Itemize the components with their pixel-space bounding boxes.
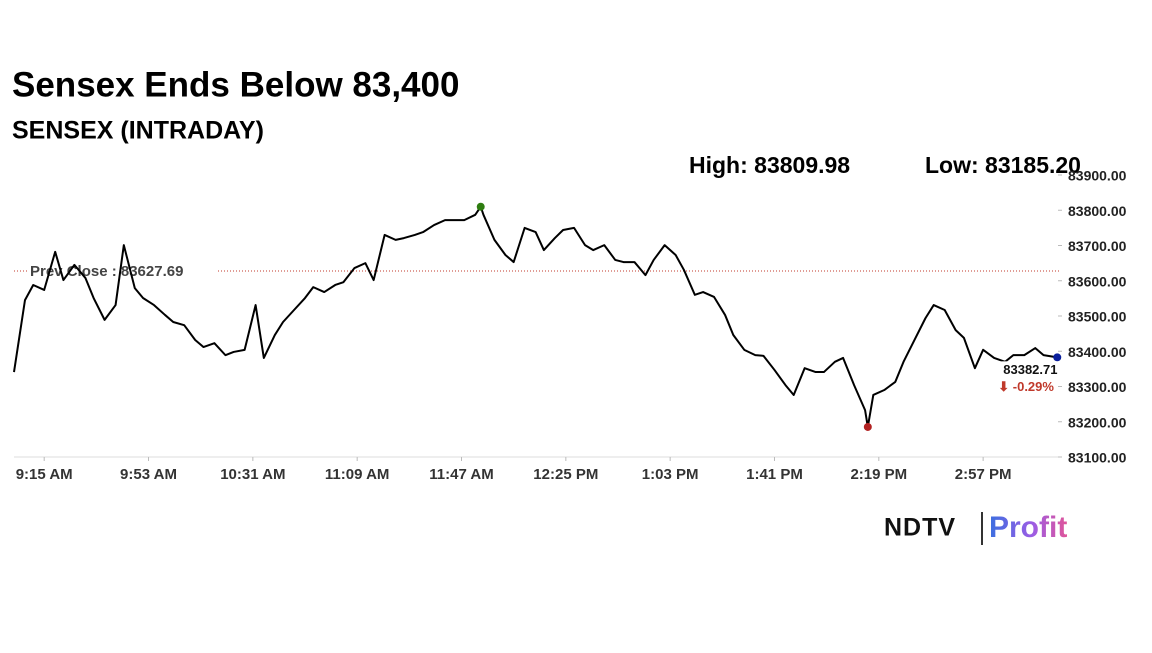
- last-marker: [1053, 353, 1062, 362]
- y-tick-label: 83300.00: [1068, 379, 1127, 395]
- x-tick-label: 12:25 PM: [533, 466, 598, 483]
- plot-area: 83100.00 83200.00 83300.00 83400.00 83500.00…: [13, 168, 1127, 483]
- y-tick-label: 83400.00: [1068, 344, 1127, 360]
- y-tick-label: 83800.00: [1068, 203, 1127, 219]
- x-tick-label: 1:03 PM: [642, 466, 699, 483]
- logo-product: Profit: [989, 511, 1067, 544]
- x-tick-label: 2:19 PM: [850, 466, 907, 483]
- x-tick-label: 11:09 AM: [325, 466, 389, 483]
- x-tick-label: 2:57 PM: [955, 466, 1012, 483]
- high-marker: [476, 202, 485, 211]
- x-tick-label: 1:41 PM: [746, 466, 803, 483]
- y-tick-label: 83700.00: [1068, 238, 1127, 254]
- x-tick-label: 9:53 AM: [120, 466, 177, 483]
- x-tick-label: 11:47 AM: [429, 466, 493, 483]
- y-tick-label: 83200.00: [1068, 414, 1127, 430]
- last-value-label: 83382.71: [1003, 362, 1057, 377]
- prev-close-label: Prev Close : 83627.69: [30, 263, 183, 280]
- last-label-bg: [1000, 361, 1063, 378]
- change-label: ⬇ -0.29%: [998, 379, 1054, 394]
- y-tick-label: 83500.00: [1068, 309, 1127, 325]
- y-tick-label: 83600.00: [1068, 273, 1127, 289]
- x-tick-label: 9:15 AM: [16, 466, 73, 483]
- chart-subtitle: SENSEX (INTRADAY): [12, 117, 264, 145]
- logo-brand: NDTV: [884, 514, 956, 542]
- high-text: High: 83809.98: [689, 152, 850, 178]
- low-text: Low: 83185.20: [925, 152, 1081, 178]
- low-marker: [863, 422, 872, 431]
- price-line: [13, 205, 1058, 428]
- x-tick-label: 10:31 AM: [220, 466, 285, 483]
- y-tick-label: 83900.00: [1068, 168, 1127, 184]
- chart-title: Sensex Ends Below 83,400: [12, 65, 459, 104]
- y-tick-label: 83100.00: [1068, 450, 1127, 466]
- logo: NDTV Profit: [884, 511, 1067, 545]
